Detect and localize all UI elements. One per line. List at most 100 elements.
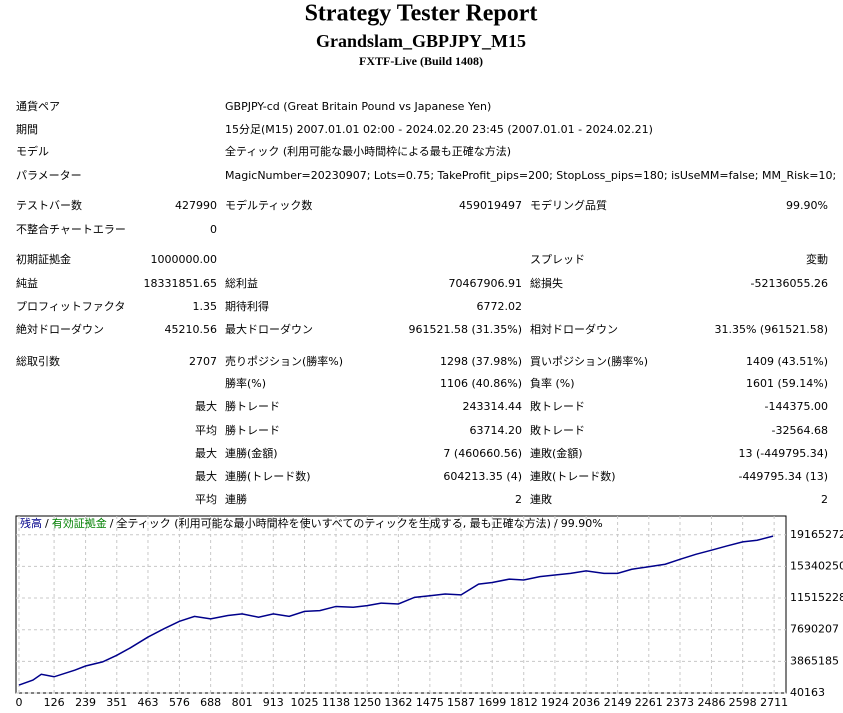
- x-tick-label: 1587: [447, 696, 475, 709]
- stat-prefix: 最大: [195, 469, 217, 483]
- stat-value: 1601 (59.14%): [746, 377, 828, 390]
- stat-label: 不整合チャートエラー: [16, 222, 126, 236]
- stat-value: 63714.20: [470, 424, 523, 437]
- legend: 残高 / 有効証拠金 / 全ティック (利用可能な最小時間枠を使いすべてのティックを生成…: [20, 516, 603, 530]
- stat-label: 敗トレード: [530, 399, 585, 413]
- stat-label: 期待利得: [225, 299, 269, 313]
- stat-value: 2: [821, 493, 828, 506]
- stat-value: 961521.58 (31.35%): [408, 323, 522, 336]
- legend-text: 全ティック (利用可能な最小時間枠を使いすべてのティックを生成する, 最も正確な…: [116, 516, 551, 530]
- x-tick-label: 1812: [510, 696, 538, 709]
- stat-label: 買いポジション(勝率%): [530, 354, 648, 368]
- info-value: MagicNumber=20230907; Lots=0.75; TakePro…: [225, 169, 836, 182]
- stat-label: 総取引数: [16, 354, 60, 368]
- x-tick-label: 1250: [353, 696, 381, 709]
- stat-label: 連勝(金額): [225, 446, 278, 460]
- stat-prefix: 平均: [195, 493, 217, 506]
- stat-label: 純益: [16, 276, 38, 290]
- x-tick-label: 2261: [635, 696, 663, 709]
- stat-value: 0: [210, 223, 217, 236]
- stat-value: 70467906.91: [449, 277, 522, 290]
- stat-value: 45210.56: [165, 323, 218, 336]
- stat-value: 427990: [175, 199, 217, 212]
- x-tick-label: 801: [232, 696, 253, 709]
- x-tick-label: 126: [44, 696, 65, 709]
- info-label: モデル: [16, 144, 49, 158]
- legend-entry: 残高: [20, 516, 42, 530]
- x-tick-label: 2486: [697, 696, 725, 709]
- stat-value: 2: [515, 493, 522, 506]
- stat-value: 変動: [806, 252, 828, 266]
- stat-label: スプレッド: [530, 253, 585, 266]
- server: FXTF-Live (Build 1408): [359, 54, 483, 68]
- stat-value: 6772.02: [477, 300, 523, 313]
- x-tick-label: 1025: [291, 696, 319, 709]
- y-tick-label: 19165272: [790, 528, 843, 541]
- y-tick-label: 40163: [790, 686, 825, 699]
- stat-value: 243314.44: [463, 400, 523, 413]
- stat-label: 連敗: [530, 492, 552, 506]
- legend-separator: /: [45, 517, 49, 530]
- info-value: 15分足(M15) 2007.01.01 02:00 - 2024.02.20 …: [225, 123, 653, 136]
- stat-label: 連勝(トレード数): [225, 469, 311, 483]
- stat-label: 絶対ドローダウン: [16, 322, 104, 336]
- stat-value: 2707: [189, 355, 217, 368]
- stat-label: 連敗(金額): [530, 446, 583, 460]
- x-tick-label: 2149: [604, 696, 632, 709]
- stat-label: 総利益: [225, 276, 258, 290]
- stat-value: 18331851.65: [144, 277, 217, 290]
- stat-prefix: 平均: [195, 424, 217, 437]
- stat-label: 総損失: [530, 276, 563, 290]
- stat-label: 勝トレード: [225, 399, 280, 413]
- stat-value: 604213.35 (4): [443, 470, 522, 483]
- legend-separator: /: [110, 517, 114, 530]
- stat-label: 初期証拠金: [16, 252, 71, 266]
- balance-line: [18, 535, 774, 686]
- stat-label: モデルティック数: [225, 198, 312, 212]
- x-tick-label: 1475: [416, 696, 444, 709]
- stat-value: 7 (460660.56): [443, 447, 522, 460]
- y-tick-label: 7690207: [790, 623, 839, 636]
- legend-text: 99.90%: [561, 517, 603, 530]
- y-tick-label: 11515228: [790, 591, 843, 604]
- stat-value: 1298 (37.98%): [440, 355, 522, 368]
- stat-value: -144375.00: [765, 400, 828, 413]
- stat-value: 31.35% (961521.58): [714, 323, 828, 336]
- stat-prefix: 最大: [195, 446, 217, 460]
- stat-label: 連敗(トレード数): [530, 469, 616, 483]
- stat-value: 459019497: [459, 199, 522, 212]
- stat-label: テストバー数: [16, 199, 82, 212]
- stat-value: 1106 (40.86%): [440, 377, 522, 390]
- stat-value: -52136055.26: [751, 277, 828, 290]
- x-tick-label: 1138: [322, 696, 350, 709]
- x-tick-label: 913: [263, 696, 284, 709]
- info-label: 通貨ペア: [16, 99, 60, 113]
- info-label: 期間: [16, 123, 38, 136]
- stat-label: 勝率(%): [225, 376, 266, 390]
- chart-frame: [15, 515, 787, 694]
- x-tick-label: 1699: [478, 696, 506, 709]
- stat-label: モデリング品質: [530, 198, 607, 212]
- x-tick-label: 2711: [760, 696, 788, 709]
- x-tick-label: 351: [106, 696, 127, 709]
- y-tick-label: 3865185: [790, 654, 839, 667]
- x-tick-label: 239: [75, 696, 96, 709]
- x-tick-label: 2373: [666, 696, 694, 709]
- legend-entry: 有効証拠金: [52, 516, 107, 530]
- stat-label: 連勝: [225, 492, 247, 506]
- title: Strategy Tester Report: [305, 1, 538, 27]
- legend-separator: /: [554, 517, 558, 530]
- stat-label: 負率 (%): [530, 376, 575, 390]
- stat-value: -449795.34 (13): [738, 470, 828, 483]
- info-value: 全ティック (利用可能な最小時間枠による最も正確な方法): [225, 144, 511, 158]
- stat-label: プロフィットファクタ: [16, 300, 125, 313]
- x-tick-label: 463: [137, 696, 158, 709]
- stat-label: 相対ドローダウン: [530, 322, 618, 336]
- info-value: GBPJPY-cd (Great Britain Pound vs Japane…: [225, 100, 491, 113]
- stat-value: -32564.68: [772, 424, 828, 437]
- stat-value: 1.35: [193, 300, 218, 313]
- x-tick-label: 0: [16, 696, 23, 709]
- subtitle: Grandslam_GBPJPY_M15: [316, 31, 526, 51]
- stat-prefix: 最大: [195, 399, 217, 413]
